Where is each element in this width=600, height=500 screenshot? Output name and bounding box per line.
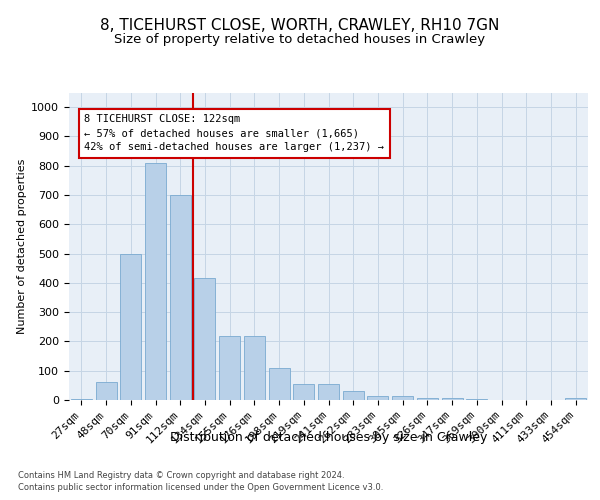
Bar [219, 336, 240, 400]
Text: Contains public sector information licensed under the Open Government Licence v3: Contains public sector information licen… [18, 483, 383, 492]
Bar [367, 396, 388, 400]
Text: 8, TICEHURST CLOSE, WORTH, CRAWLEY, RH10 7GN: 8, TICEHURST CLOSE, WORTH, CRAWLEY, RH10… [100, 18, 500, 32]
Bar [244, 336, 265, 400]
Bar [466, 399, 487, 400]
Bar [170, 195, 191, 400]
Bar [120, 254, 141, 400]
Text: 8 TICEHURST CLOSE: 122sqm
← 57% of detached houses are smaller (1,665)
42% of se: 8 TICEHURST CLOSE: 122sqm ← 57% of detac… [85, 114, 385, 152]
Bar [318, 384, 339, 400]
Bar [95, 382, 116, 400]
Bar [417, 398, 438, 400]
Bar [293, 384, 314, 400]
Text: Contains HM Land Registry data © Crown copyright and database right 2024.: Contains HM Land Registry data © Crown c… [18, 472, 344, 480]
Bar [343, 391, 364, 400]
Bar [442, 398, 463, 400]
Text: Distribution of detached houses by size in Crawley: Distribution of detached houses by size … [170, 431, 487, 444]
Bar [269, 368, 290, 400]
Bar [194, 278, 215, 400]
Y-axis label: Number of detached properties: Number of detached properties [17, 158, 27, 334]
Bar [71, 398, 92, 400]
Text: Size of property relative to detached houses in Crawley: Size of property relative to detached ho… [115, 32, 485, 46]
Bar [392, 396, 413, 400]
Bar [565, 398, 586, 400]
Bar [145, 163, 166, 400]
